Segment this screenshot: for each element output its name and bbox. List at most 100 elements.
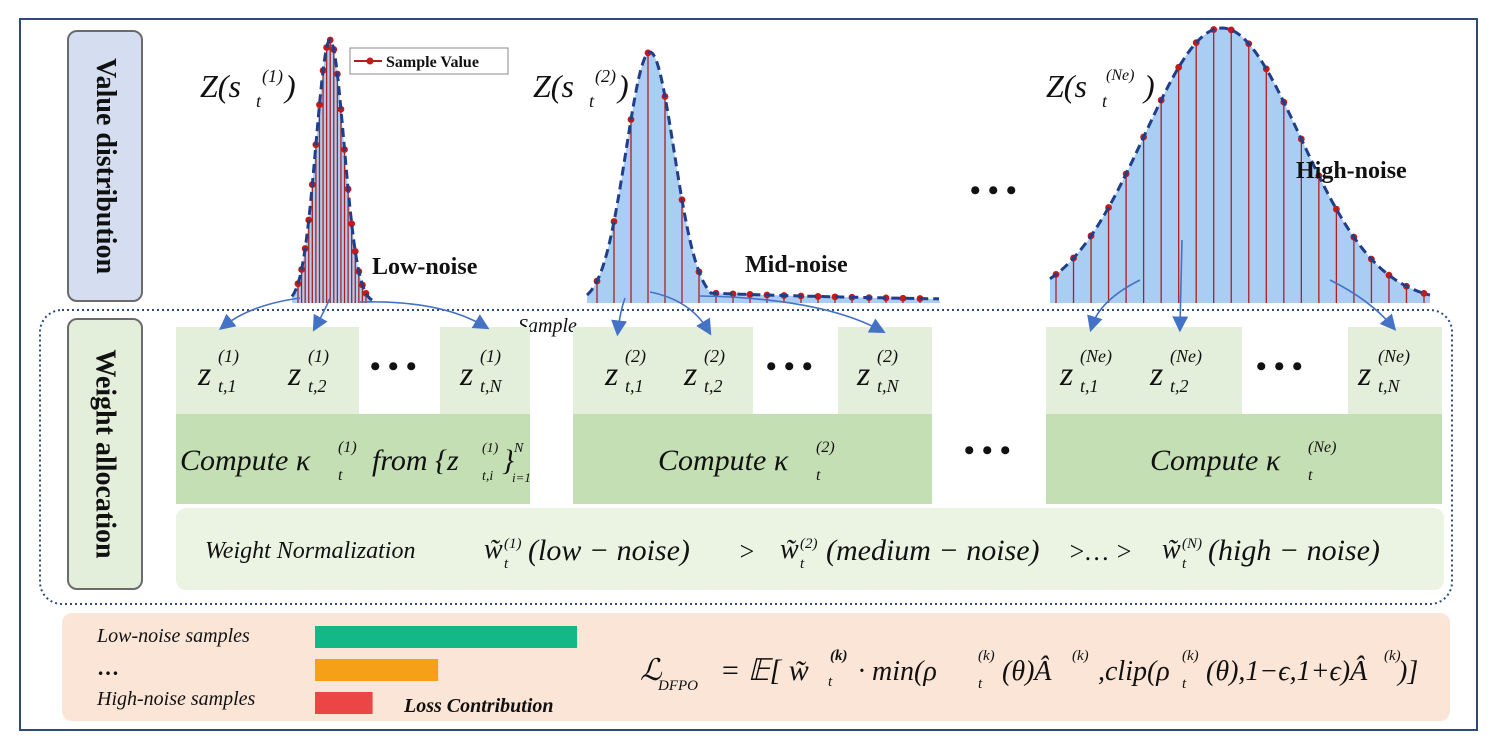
sample-box-right <box>838 327 932 414</box>
loss-bar-1 <box>315 626 577 648</box>
distribution-curve-mid <box>585 50 940 301</box>
loss-bar-2 <box>315 659 439 681</box>
compute-ellipsis: • • • <box>964 434 1011 467</box>
svg-text:(1): (1) <box>482 441 499 456</box>
sample-z-sub: t,1 <box>1080 376 1099 396</box>
svg-text:t: t <box>978 676 983 692</box>
svg-text:): ) <box>1142 68 1155 104</box>
svg-text:(2): (2) <box>800 536 818 552</box>
compute-kappa-text: Compute κ <box>658 444 789 477</box>
svg-text:t: t <box>800 556 805 572</box>
svg-text:(θ),1−ϵ,1+ϵ)Â: (θ),1−ϵ,1+ϵ)Â <box>1206 656 1368 687</box>
sample-point <box>337 105 345 113</box>
compute-kappa-text: Compute κ <box>1150 444 1281 477</box>
sample-box-layer: z (1) t,1 z (1) t,2 z (1) t,N • • • Compute κ (1) t f… <box>176 327 1442 504</box>
distribution-fill-high <box>1050 28 1430 303</box>
compute-kappa-text: Compute κ <box>180 444 311 477</box>
svg-text:(k): (k) <box>1384 648 1401 664</box>
sample-box-right <box>1348 327 1442 414</box>
sample-z: z <box>604 356 618 393</box>
loss-legend: Low-noise samples … High-noise samples L… <box>96 625 577 717</box>
distribution-samples-high <box>1052 26 1428 303</box>
loss-contribution-label: Loss Contribution <box>403 695 554 717</box>
svg-text:,clip(ρ: ,clip(ρ <box>1098 656 1170 687</box>
loss-bar-3 <box>315 692 373 714</box>
svg-text:(k): (k) <box>978 648 995 664</box>
sample-z-sup: (2) <box>877 346 898 367</box>
sample-z-sup: (2) <box>704 346 725 367</box>
distribution-fill-mid <box>587 52 940 304</box>
dist-label-3: Z(s t (Ne) ) <box>1046 67 1155 111</box>
sample-box-left <box>176 327 359 414</box>
svg-text:w̃: w̃ <box>1162 534 1181 565</box>
sampling-arrow <box>1087 279 1141 333</box>
sampling-arrow <box>312 297 331 332</box>
svg-text:(2): (2) <box>595 66 616 87</box>
weight-normalization-panel <box>176 508 1444 590</box>
svg-text:}: } <box>502 444 514 477</box>
svg-text:(low − noise): (low − noise) <box>528 534 690 567</box>
distribution-curve-low <box>290 37 373 302</box>
sample-z: z <box>856 356 870 393</box>
compute-from-text: from {z <box>372 444 459 477</box>
svg-text:(high − noise): (high − noise) <box>1208 534 1380 567</box>
distribution-samples-low <box>294 36 370 303</box>
compute-kappa-box <box>176 414 530 504</box>
svg-text:)]: )] <box>1396 656 1418 687</box>
sampling-arrow <box>699 295 886 334</box>
svg-text:): ) <box>283 68 296 104</box>
dist-label-2: Z(s t (2) ) <box>533 66 629 111</box>
sample-label: Sample <box>518 315 577 337</box>
sample-z-sub: t,N <box>480 376 503 396</box>
svg-text:>: > <box>738 537 756 566</box>
value-distribution-label: Value distribution <box>67 30 143 302</box>
compute-kappa-sub: t <box>338 467 343 484</box>
sample-box-right <box>440 327 530 414</box>
sample-z-sub: t,1 <box>218 376 237 396</box>
svg-text:(1): (1) <box>262 66 283 87</box>
sample-z: z <box>1059 356 1073 393</box>
dist-label-1: Z(s t (1) ) <box>200 66 296 111</box>
sample-ellipsis: • • • <box>370 350 417 383</box>
svg-text:t: t <box>828 674 833 690</box>
compute-kappa-sub: t <box>816 467 821 484</box>
sample-group-3: z (Ne) t,1 z (Ne) t,2 z (Ne) t,N • • • Compute κ (N… <box>1046 327 1442 504</box>
compute-kappa-box <box>573 414 932 504</box>
figure-frame <box>19 18 1478 731</box>
svg-text:(1): (1) <box>504 536 522 552</box>
svg-text:(Ne): (Ne) <box>1106 67 1134 84</box>
sample-point <box>746 291 754 298</box>
sample-point <box>729 290 737 298</box>
svg-text:Z(s: Z(s <box>533 68 574 104</box>
svg-text:N: N <box>513 441 524 456</box>
svg-text:i=1: i=1 <box>512 470 531 485</box>
svg-text:Z(s: Z(s <box>200 68 241 104</box>
svg-text:t: t <box>589 91 595 111</box>
svg-text:= 𝔼[ w̃: = 𝔼[ w̃ <box>720 654 809 687</box>
distribution-layer <box>290 26 1431 304</box>
sample-box-left <box>1046 327 1242 414</box>
svg-text:t: t <box>504 556 509 572</box>
sampling-arrows <box>219 239 1397 337</box>
sample-group-1: z (1) t,1 z (1) t,2 z (1) t,N • • • Compute κ (1) t f… <box>176 327 531 504</box>
weight-normalization-formula: Weight Normalization w̃ (1) t (low − noi… <box>205 534 1380 572</box>
svg-text:): ) <box>616 68 629 104</box>
sample-z: z <box>683 356 697 393</box>
svg-text:t: t <box>1182 676 1187 692</box>
loss-panel <box>62 613 1450 721</box>
dist-ellipsis: • • • <box>970 174 1017 207</box>
sample-point <box>814 293 822 300</box>
sample-z-sub: t,N <box>877 376 900 396</box>
svg-text:t: t <box>256 91 262 111</box>
compute-kappa-box <box>1046 414 1442 504</box>
sample-z-sup: (2) <box>625 346 646 367</box>
svg-text:t: t <box>1102 91 1108 111</box>
sample-z-sup: (Ne) <box>1170 346 1202 367</box>
svg-text:ℒ: ℒ <box>640 654 663 687</box>
sample-value-legend: Sample Value <box>349 47 509 75</box>
svg-text:DFPO: DFPO <box>657 678 698 694</box>
sampling-arrow <box>1172 239 1189 333</box>
sample-z-sub: t,N <box>1378 376 1401 396</box>
svg-text:>… >: >… > <box>1068 537 1133 566</box>
